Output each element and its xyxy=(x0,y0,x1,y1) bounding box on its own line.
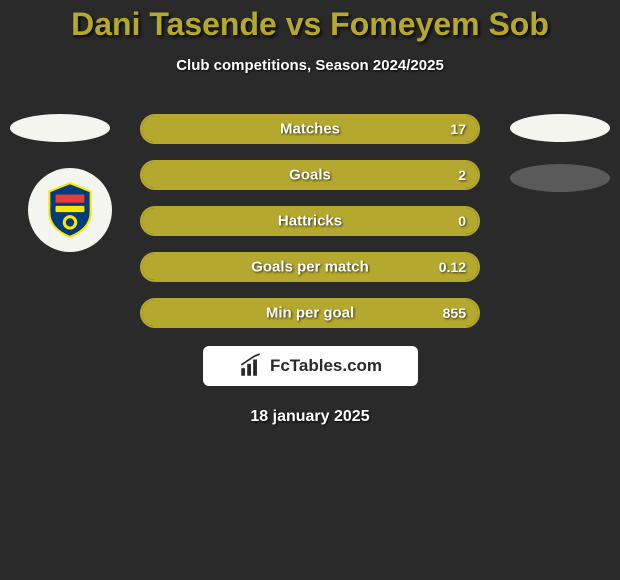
page-title: Dani Tasende vs Fomeyem Sob xyxy=(0,0,620,43)
stat-row: Matches 17 xyxy=(140,114,480,144)
club-badge xyxy=(28,168,112,252)
stat-bars: Matches 17 Goals 2 Hattricks 0 Goals per… xyxy=(140,114,480,328)
player-badge-right-1 xyxy=(510,114,610,142)
stat-value: 2 xyxy=(458,167,466,183)
date-text: 18 january 2025 xyxy=(0,408,620,426)
player-badge-right-2 xyxy=(510,164,610,192)
stat-row: Goals per match 0.12 xyxy=(140,252,480,282)
chart-icon xyxy=(238,353,264,379)
stat-value: 0.12 xyxy=(439,259,466,275)
stat-label: Goals xyxy=(289,167,331,184)
stat-label: Min per goal xyxy=(266,305,354,322)
footer-logo[interactable]: FcTables.com xyxy=(203,346,418,386)
stat-label: Goals per match xyxy=(251,259,369,276)
page-subtitle: Club competitions, Season 2024/2025 xyxy=(0,57,620,74)
stat-row: Min per goal 855 xyxy=(140,298,480,328)
stat-value: 17 xyxy=(450,121,466,137)
stat-label: Matches xyxy=(280,121,340,138)
stat-row: Goals 2 xyxy=(140,160,480,190)
stat-row: Hattricks 0 xyxy=(140,206,480,236)
stat-value: 855 xyxy=(443,305,466,321)
player-badge-left xyxy=(10,114,110,142)
stat-label: Hattricks xyxy=(278,213,342,230)
stats-area: Matches 17 Goals 2 Hattricks 0 Goals per… xyxy=(0,114,620,426)
footer-logo-text: FcTables.com xyxy=(270,356,382,376)
stat-value: 0 xyxy=(458,213,466,229)
club-crest-icon xyxy=(39,179,101,241)
